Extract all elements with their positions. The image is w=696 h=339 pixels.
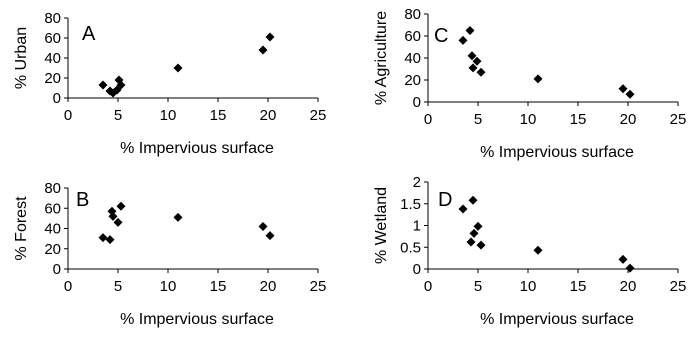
panel-c-y-tick-label: 0 bbox=[413, 94, 421, 111]
panel-a-x-tick-label: 10 bbox=[160, 107, 177, 124]
panel-b-y-tick-label: 80 bbox=[44, 180, 61, 197]
panel-c-data-point bbox=[472, 56, 482, 66]
panel-d-x-tick-label: 20 bbox=[620, 278, 637, 295]
panel-a-x-tick-label: 20 bbox=[260, 107, 277, 124]
panel-c-y-tick-label: 20 bbox=[404, 72, 421, 89]
panel-a-data-point bbox=[116, 80, 126, 90]
panel-c-y-axis-label: % Agriculture bbox=[373, 11, 390, 105]
panel-c-x-tick-label: 0 bbox=[424, 111, 432, 128]
panel-b: 0 5 10 15 20 25 0 20 40 60 80 % Impervious surface%… bbox=[13, 180, 326, 328]
panel-c-data-point bbox=[476, 67, 486, 77]
panel-d-x-tick-label: 5 bbox=[474, 278, 482, 295]
panel-a-x-tick-label: 5 bbox=[114, 107, 122, 124]
panel-d-y-tick-label: 1.5 bbox=[400, 196, 421, 213]
panel-c-x-tick-label: 25 bbox=[670, 111, 687, 128]
panel-b-x-axis-label: % Impervious surface bbox=[120, 311, 274, 328]
panel-c-y-tick-label: 60 bbox=[404, 28, 421, 45]
panel-a-y-axis-label: % Urban bbox=[13, 27, 30, 89]
panel-d-data-point bbox=[473, 221, 483, 231]
panel-d-y-tick-label: 2 bbox=[413, 174, 421, 191]
panel-d-data-point bbox=[618, 254, 628, 264]
panel-b-data-point bbox=[258, 221, 268, 231]
panel-c-data-point bbox=[533, 74, 543, 84]
panel-b-data-point bbox=[105, 235, 115, 245]
panel-b-data-point bbox=[265, 231, 275, 241]
panel-a-x-tick-label: 0 bbox=[64, 107, 72, 124]
panel-b-x-tick-label: 5 bbox=[114, 278, 122, 295]
panel-d-letter: D bbox=[438, 189, 452, 211]
panel-b-x-tick-label: 20 bbox=[260, 278, 277, 295]
panel-b-data-point bbox=[98, 233, 108, 243]
panel-b-data-point bbox=[113, 217, 123, 227]
panel-b-y-tick-label: 60 bbox=[44, 200, 61, 217]
panel-c-y-tick-label: 40 bbox=[404, 50, 421, 67]
panel-b-x-tick-label: 10 bbox=[160, 278, 177, 295]
panel-a-x-tick-label: 25 bbox=[310, 107, 327, 124]
panel-c-y-tick-label: 80 bbox=[404, 6, 421, 23]
panel-d-y-tick-label: 1 bbox=[413, 218, 421, 235]
panel-d-data-point bbox=[476, 240, 486, 250]
panel-a-data-point bbox=[98, 80, 108, 90]
panel-b-y-tick-label: 0 bbox=[53, 261, 61, 278]
panel-d-data-point bbox=[469, 228, 479, 238]
panel-c-data-point bbox=[625, 89, 635, 99]
panel-d-data-point bbox=[466, 237, 476, 247]
panel-c-data-point bbox=[618, 84, 628, 94]
panel-b-y-tick-label: 40 bbox=[44, 221, 61, 238]
panel-a-x-axis-label: % Impervious surface bbox=[120, 140, 274, 157]
panel-c-data-point bbox=[458, 35, 468, 45]
panel-c-x-tick-label: 20 bbox=[620, 111, 637, 128]
panel-a-x-tick-label: 15 bbox=[210, 107, 227, 124]
panel-c-letter: C bbox=[434, 25, 448, 47]
panel-b-letter: B bbox=[76, 189, 89, 211]
panel-c-data-point bbox=[465, 26, 475, 35]
panel-b-data-point bbox=[116, 201, 126, 211]
panel-c-data-point bbox=[468, 63, 478, 73]
panel-b-y-axis-label: % Forest bbox=[13, 196, 30, 261]
panel-a-letter: A bbox=[82, 23, 96, 45]
panel-d-x-axis-label: % Impervious surface bbox=[480, 311, 634, 328]
panel-a-y-tick-label: 40 bbox=[44, 50, 61, 67]
panel-c-x-tick-label: 5 bbox=[474, 111, 482, 128]
panel-a: 0 5 10 15 20 25 0 20 40 60 80 % Impervious surface%… bbox=[13, 10, 326, 157]
panel-d-data-point bbox=[468, 195, 478, 205]
panel-a-y-tick-label: 0 bbox=[53, 90, 61, 107]
panel-c-x-tick-label: 15 bbox=[570, 111, 587, 128]
panel-d: 0 5 10 15 20 25 0 0.5 1 1.5 2 % Impervious surface%… bbox=[373, 174, 686, 328]
panel-c-x-axis-label: % Impervious surface bbox=[480, 144, 634, 161]
panel-d-y-axis-label: % Wetland bbox=[373, 187, 390, 264]
panel-a-y-tick-label: 60 bbox=[44, 30, 61, 47]
panel-d-x-tick-label: 10 bbox=[520, 278, 537, 295]
panel-d-x-tick-label: 25 bbox=[670, 278, 687, 295]
panel-d-x-tick-label: 0 bbox=[424, 278, 432, 295]
panel-d-y-tick-label: 0 bbox=[413, 261, 421, 278]
panel-a-data-point bbox=[173, 63, 183, 73]
panel-b-data-point bbox=[108, 211, 118, 221]
panel-d-data-point bbox=[533, 245, 543, 255]
panel-a-data-point bbox=[258, 45, 268, 55]
panel-b-x-tick-label: 25 bbox=[310, 278, 327, 295]
panel-d-y-tick-label: 0.5 bbox=[400, 239, 421, 256]
panel-d-data-point bbox=[458, 204, 468, 214]
panel-b-x-tick-label: 0 bbox=[64, 278, 72, 295]
panel-b-y-tick-label: 20 bbox=[44, 241, 61, 258]
panel-d-x-tick-label: 15 bbox=[570, 278, 587, 295]
panel-b-data-point bbox=[173, 212, 183, 222]
panel-d-data-point bbox=[625, 263, 635, 273]
panel-a-y-tick-label: 80 bbox=[44, 10, 61, 27]
panel-c-data-point bbox=[467, 51, 477, 61]
panel-a-data-point bbox=[265, 32, 275, 42]
panel-b-x-tick-label: 15 bbox=[210, 278, 227, 295]
panel-c: 0 5 10 15 20 25 0 20 40 60 80 % Impervious surface%… bbox=[373, 6, 686, 161]
panel-c-x-tick-label: 10 bbox=[520, 111, 537, 128]
panel-a-y-tick-label: 20 bbox=[44, 70, 61, 87]
